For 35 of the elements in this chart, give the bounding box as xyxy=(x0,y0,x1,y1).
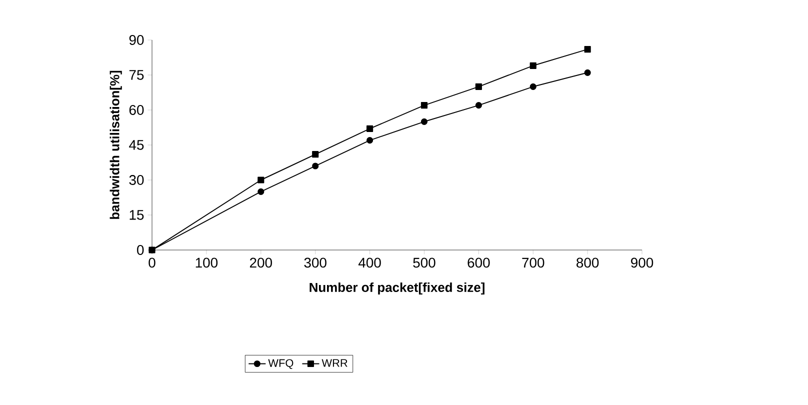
y-tick-label: 75 xyxy=(129,70,144,80)
y-tick-label: 15 xyxy=(130,210,144,220)
x-tick-label: 300 xyxy=(304,258,326,268)
x-tick-label: 700 xyxy=(522,258,544,268)
point xyxy=(420,118,428,125)
point xyxy=(258,176,264,184)
point xyxy=(530,83,536,90)
x-tick-label: 900 xyxy=(631,258,654,268)
x-tick-label: 800 xyxy=(576,258,599,268)
point xyxy=(258,188,264,195)
legend-label: WRR xyxy=(322,359,348,367)
point xyxy=(312,151,319,158)
x-tick-label: 400 xyxy=(358,258,381,268)
x-tick-label: 0 xyxy=(148,258,156,268)
point xyxy=(475,83,482,90)
y-axis-title: bandwidth utilisation[%] xyxy=(110,70,122,219)
point xyxy=(475,102,482,109)
point xyxy=(584,46,591,53)
x-axis-title: Number of packet[fixed size] xyxy=(310,282,484,295)
y-tick-label: 90 xyxy=(129,35,144,45)
legend-label: WFQ xyxy=(268,359,294,369)
point xyxy=(312,162,319,170)
point xyxy=(366,137,374,144)
y-tick-label: 45 xyxy=(129,140,144,150)
point xyxy=(584,69,591,76)
y-tick-label: 30 xyxy=(129,175,144,185)
point xyxy=(530,62,536,69)
x-tick-label: 200 xyxy=(250,258,272,268)
point xyxy=(420,102,428,109)
x-tick-label: 100 xyxy=(196,258,218,268)
x-tick-label: 600 xyxy=(468,258,490,268)
point xyxy=(366,125,374,132)
y-tick-label: 0 xyxy=(137,245,144,255)
y-tick-label: 60 xyxy=(129,105,144,115)
x-tick-label: 500 xyxy=(413,258,436,268)
